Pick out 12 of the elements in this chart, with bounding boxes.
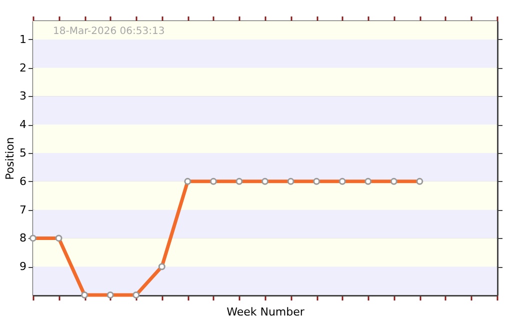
y-tick-label: 6 bbox=[20, 174, 26, 188]
y-tick-label: 1 bbox=[20, 32, 26, 46]
y-tick-label: 4 bbox=[20, 118, 26, 132]
y-tick-label: 2 bbox=[20, 61, 26, 74]
y-tick-label: 5 bbox=[20, 146, 26, 160]
y-axis-title: Position bbox=[4, 137, 16, 180]
y-tick-label: 9 bbox=[20, 260, 26, 274]
y-tick-label: 8 bbox=[20, 232, 26, 245]
annotation: 18-Mar-2026 06:53:13 bbox=[53, 26, 165, 37]
y-tick-label: 3 bbox=[20, 90, 26, 103]
x-axis-title: Week Number bbox=[226, 306, 305, 318]
y-tick-label: 7 bbox=[20, 203, 26, 216]
